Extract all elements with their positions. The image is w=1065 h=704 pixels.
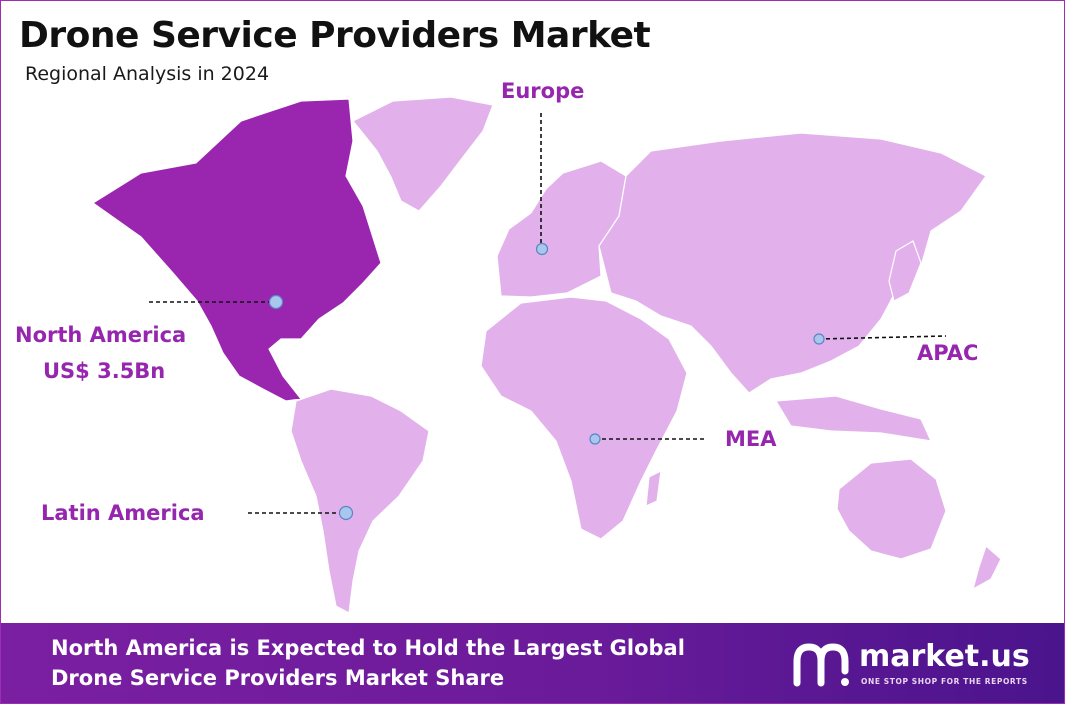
label-north-america: North America <box>15 323 187 347</box>
marker-mea <box>589 433 601 445</box>
region-southeast-asia <box>774 395 933 442</box>
page-subtitle: Regional Analysis in 2024 <box>25 63 270 85</box>
label-mea: MEA <box>725 427 777 451</box>
region-europe <box>496 160 627 298</box>
label-latin-america: Latin America <box>41 501 205 525</box>
market-us-logo-icon <box>793 643 849 687</box>
region-asia-apac <box>598 132 987 394</box>
label-north-america-value: US$ 3.5Bn <box>43 359 166 383</box>
marker-apac <box>813 333 825 345</box>
marker-europe <box>535 242 549 256</box>
label-europe: Europe <box>501 79 585 103</box>
region-africa-mea <box>480 296 688 540</box>
region-latin-america <box>290 388 430 614</box>
footer-line-2: Drone Service Providers Market Share <box>51 666 505 690</box>
region-new-zealand <box>972 544 1002 591</box>
region-madagascar <box>645 469 662 507</box>
brand-name: market.us <box>859 639 1030 674</box>
page-title: Drone Service Providers Market <box>19 15 651 56</box>
world-map <box>91 96 1002 614</box>
region-greenland <box>352 96 494 212</box>
region-australia <box>836 458 947 560</box>
footer-headline: North America is Expected to Hold the La… <box>51 633 685 693</box>
leader-line-apac <box>818 335 947 340</box>
label-apac: APAC <box>917 341 979 365</box>
footer-banner: North America is Expected to Hold the La… <box>1 623 1064 703</box>
region-japan <box>888 240 922 302</box>
brand-logo: market.us ONE STOP SHOP FOR THE REPORTS <box>791 637 1041 693</box>
marker-north-america <box>268 294 284 310</box>
region-north-america <box>91 98 382 402</box>
footer-line-1: North America is Expected to Hold the La… <box>51 636 685 660</box>
brand-tagline: ONE STOP SHOP FOR THE REPORTS <box>861 677 1028 686</box>
marker-latin-america <box>338 505 354 521</box>
